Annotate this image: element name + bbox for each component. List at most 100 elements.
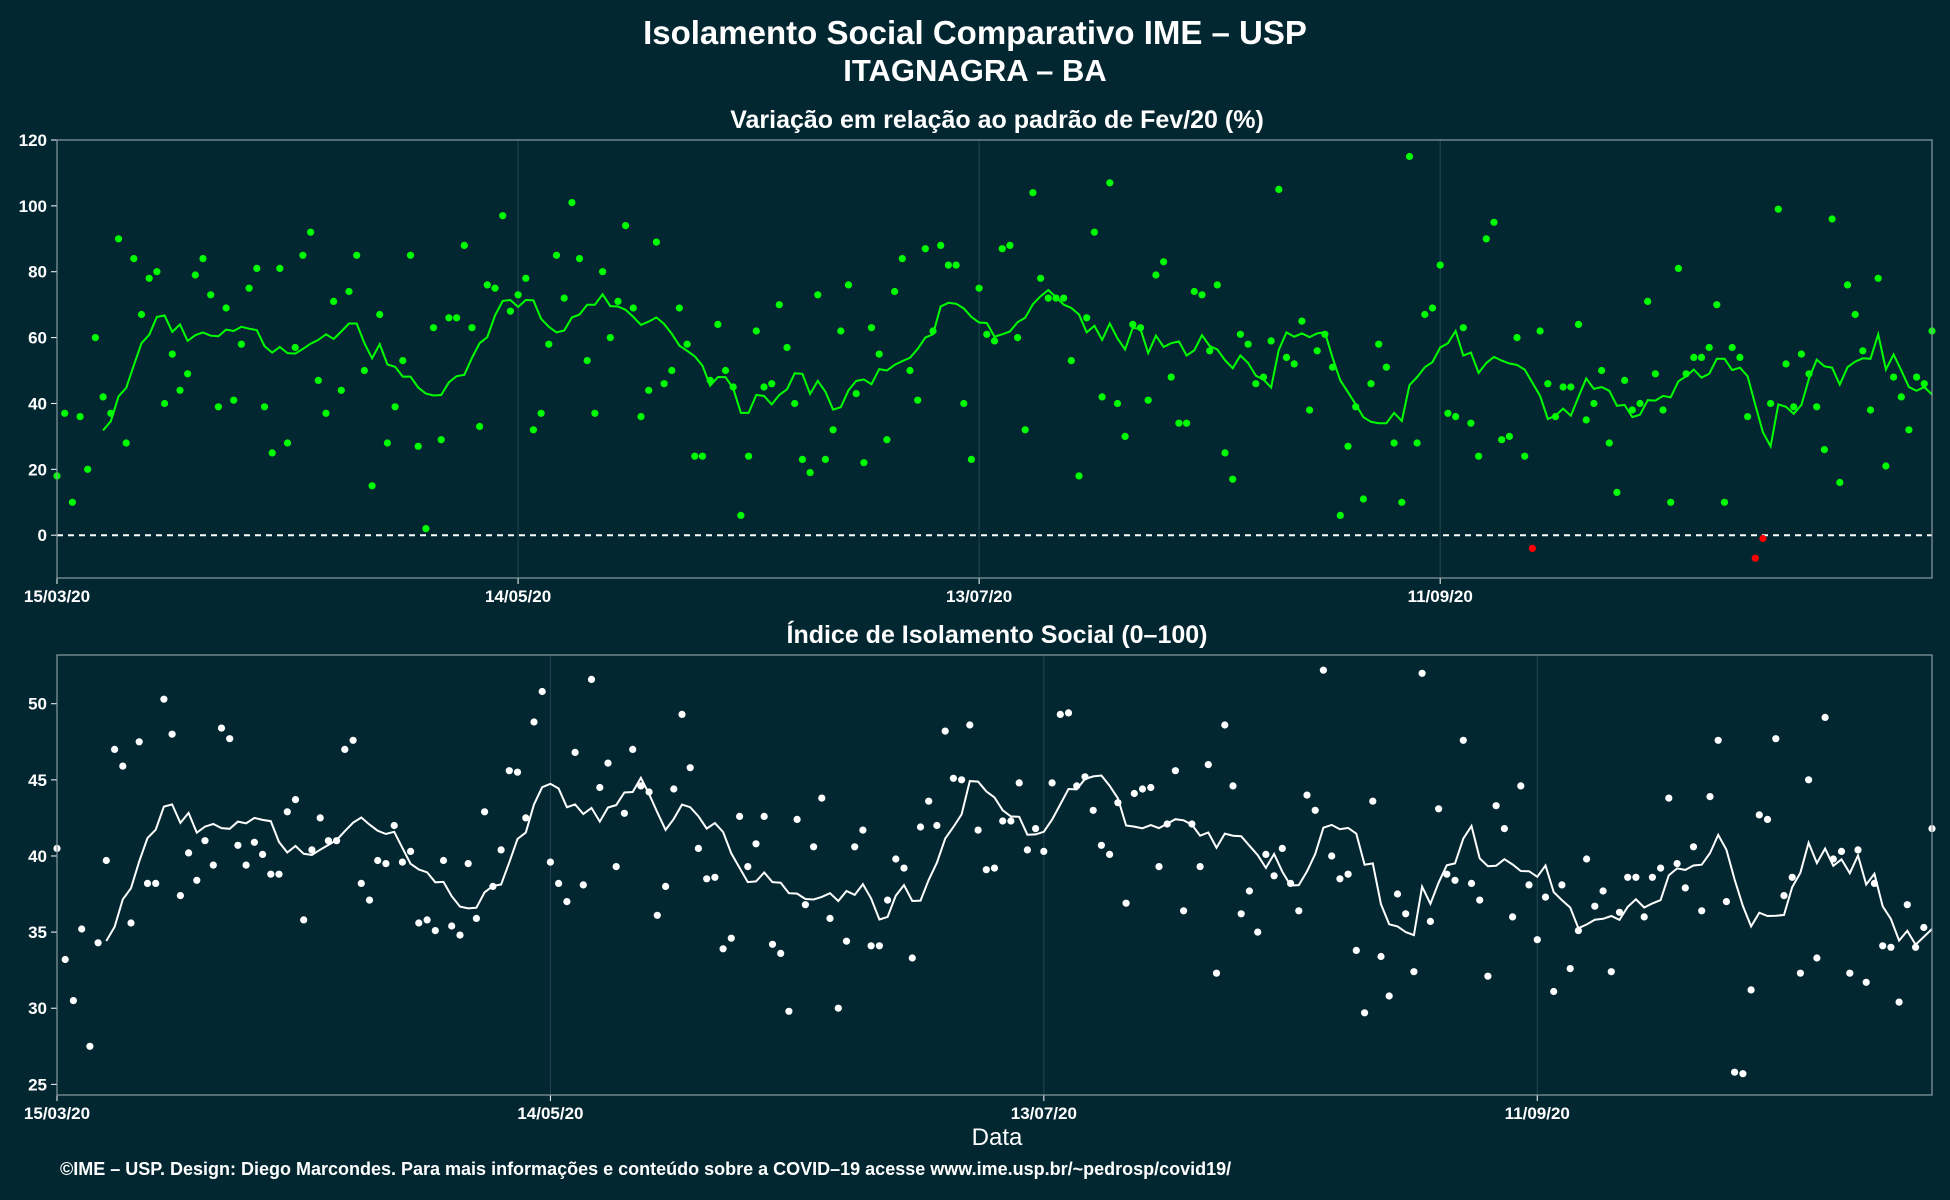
index-data-point [1459,736,1467,744]
index-data-point [1254,928,1262,936]
variation-data-point [84,465,92,473]
index-data-point [1698,907,1706,915]
index-data-point [407,847,415,856]
variation-data-point [1674,264,1682,272]
index-data-point [1064,709,1073,717]
index-data-point [1837,847,1846,856]
index-data-point [1862,978,1870,986]
index-data-point [1048,779,1056,787]
variation-data-point [1052,294,1060,302]
index-data-point [176,892,184,900]
variation-data-point [1490,218,1498,226]
index-data-point [645,788,653,796]
variation-data-point [99,393,107,401]
index-data-point [892,855,900,863]
variation-data-point [330,297,338,305]
variation-data-point [1644,297,1652,305]
variation-data-point [960,399,968,408]
variation-y-tick-label: 100 [19,197,47,216]
variation-data-point [1405,152,1414,161]
index-data-point [1813,954,1821,962]
index-data-point [374,856,382,865]
variation-data-point [161,399,169,408]
index-data-point [1451,876,1459,884]
index-data-point [1780,892,1788,900]
variation-data-point [399,357,407,365]
variation-data-point [1482,235,1490,243]
variation-data-point [1890,373,1898,381]
variation-data-point [1774,205,1782,213]
variation-data-point [1375,340,1383,348]
index-data-point [1352,946,1360,955]
variation-data-point [844,281,853,289]
index-data-point [612,863,620,871]
variation-data-point [506,307,514,315]
variation-data-point [1021,426,1029,434]
index-data-point [390,821,398,830]
variation-data-point [522,274,530,282]
variation-data-point [1152,271,1160,279]
variation-data-point [1175,419,1183,427]
variation-data-point [122,439,130,447]
variation-data-point [1275,185,1283,193]
variation-data-point [429,324,438,332]
variation-data-point [1820,446,1828,454]
index-data-point [1418,669,1426,677]
index-x-tick-label: 11/09/20 [1505,1104,1570,1123]
index-data-point [1912,943,1920,951]
variation-data-point [914,396,922,404]
variation-data-point [291,343,299,352]
index-data-point [193,876,201,884]
index-data-point [1344,870,1352,878]
index-data-point [1500,825,1508,833]
variation-data-point [891,287,899,296]
variation-data-point [1382,363,1390,371]
index-data-point [1805,776,1813,784]
index-data-point [143,879,152,888]
variation-data-point [437,436,445,444]
index-data-point [1336,875,1344,883]
index-data-point [801,901,810,909]
index-data-point [1739,1070,1747,1078]
index-data-point [1879,942,1887,950]
variation-data-point [214,403,222,411]
index-data-point [209,861,217,869]
variation-data-point [1236,330,1244,338]
index-data-point [1188,820,1196,828]
index-panel: 25 30 35 40 45 50 15/03/20 14/05/20 13/07/20 11/0… [24,654,1936,1123]
index-data-point [250,838,258,846]
variation-x-tick-label: 15/03/20 [24,587,90,606]
variation-data-point [1521,452,1529,460]
index-data-point [1015,779,1023,787]
index-data-point [1509,913,1517,921]
variation-data-point [245,284,253,292]
variation-data-point [829,426,837,434]
index-data-point [1311,806,1319,814]
variation-data-point [1582,416,1590,424]
index-moving-average-line [105,774,1933,947]
variation-data-point [637,413,645,421]
index-data-point [1920,923,1928,932]
index-data-point [1607,968,1615,976]
variation-data-point [698,452,707,460]
top-panel-title: Variação em relação ao padrão de Fev/20 … [730,106,1264,134]
index-data-point [234,841,242,849]
variation-data-point [1505,432,1513,440]
variation-data-point [307,228,315,236]
index-data-point [1657,864,1665,872]
index-data-point [1328,852,1336,860]
main-title: Isolamento Social Comparativo IME – USP [643,14,1307,51]
index-data-point [1583,855,1591,863]
index-data-point [78,925,86,933]
index-data-point [1624,873,1632,881]
index-data-point [1221,721,1229,729]
variation-data-point [1544,380,1552,388]
variation-data-point [445,314,453,322]
variation-data-point [1913,373,1921,381]
variation-plot-area [57,140,1932,578]
index-data-point [1558,881,1566,889]
variation-data-point [1767,399,1775,408]
variation-data-point [1160,258,1168,266]
variation-data-point [1828,215,1836,223]
